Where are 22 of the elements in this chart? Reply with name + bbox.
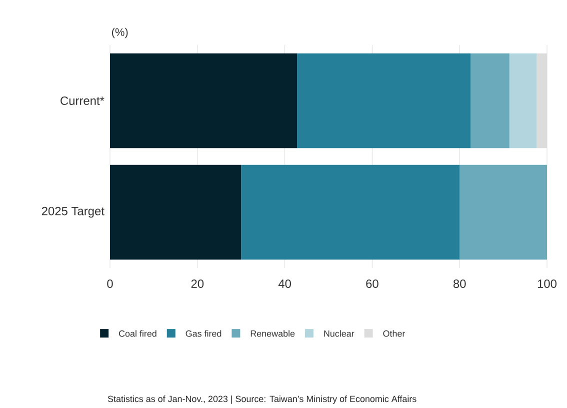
x-tick-label: 40	[278, 279, 291, 288]
bar	[241, 164, 460, 260]
bar	[110, 164, 242, 260]
legend-label: Nuclear	[324, 330, 354, 337]
x-tick-label: 20	[191, 279, 204, 288]
legend-label: Other	[383, 330, 406, 337]
legend-label: Renewable	[250, 330, 295, 337]
legend-label: Coal fired	[119, 330, 156, 337]
x-tick-label: 0	[107, 279, 113, 288]
y-tick-label: 2025 Target	[42, 206, 104, 218]
bar	[509, 53, 537, 148]
x-tick-label: 100	[538, 279, 557, 288]
bar	[110, 53, 298, 148]
text: Statistics as of Jan-Nov., 2023 | Source: Taiwan’s Ministry of Economic Affairs	[108, 396, 416, 404]
x-tick-label: 60	[366, 279, 378, 288]
x-tick-label: 80	[453, 279, 466, 288]
bar	[460, 164, 548, 260]
y-tick-label: Current*	[60, 96, 104, 105]
bar	[470, 53, 510, 148]
bar	[297, 53, 471, 148]
legend-label: Gas fired	[186, 330, 222, 337]
x-axis-title: (%)	[112, 28, 128, 38]
